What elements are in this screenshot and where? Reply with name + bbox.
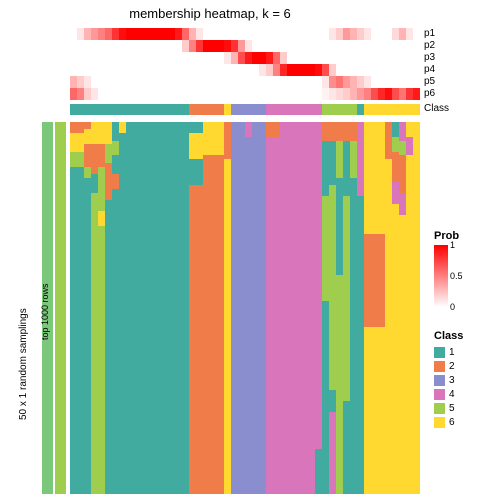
swatch-icon xyxy=(434,347,445,358)
swatch-icon xyxy=(434,403,445,414)
rows-label: top 1000 rows xyxy=(40,283,50,340)
class-bar-label: Class xyxy=(424,103,449,114)
class-bar xyxy=(70,104,420,115)
class-legend-label: 5 xyxy=(449,403,455,414)
class-legend-label: 1 xyxy=(449,347,455,358)
probability-rows xyxy=(70,28,420,100)
class-legend-header: Class xyxy=(434,330,463,342)
class-legend-label: 3 xyxy=(449,375,455,386)
class-legend-label: 6 xyxy=(449,417,455,428)
class-legend-item: 3 xyxy=(434,373,463,387)
class-legend-item: 5 xyxy=(434,401,463,415)
prob-gradient: 10.50 xyxy=(434,245,448,307)
class-legend-label: 4 xyxy=(449,389,455,400)
class-legend: Class 1 2 3 4 5 6 xyxy=(434,330,463,429)
class-legend-item: 4 xyxy=(434,387,463,401)
swatch-icon xyxy=(434,417,445,428)
swatch-icon xyxy=(434,361,445,372)
rows-sidebar xyxy=(55,122,66,494)
main-heatmap xyxy=(70,122,420,494)
swatch-icon xyxy=(434,389,445,400)
chart-title: membership heatmap, k = 6 xyxy=(0,6,420,21)
probability-row-labels: p1p2p3p4p5p6 xyxy=(424,28,435,100)
class-legend-label: 2 xyxy=(449,361,455,372)
class-legend-item: 1 xyxy=(434,345,463,359)
swatch-icon xyxy=(434,375,445,386)
class-legend-item: 6 xyxy=(434,415,463,429)
sampling-label: 50 x 1 random samplings xyxy=(18,308,29,420)
prob-legend: Prob 10.50 xyxy=(434,230,459,307)
class-legend-item: 2 xyxy=(434,359,463,373)
